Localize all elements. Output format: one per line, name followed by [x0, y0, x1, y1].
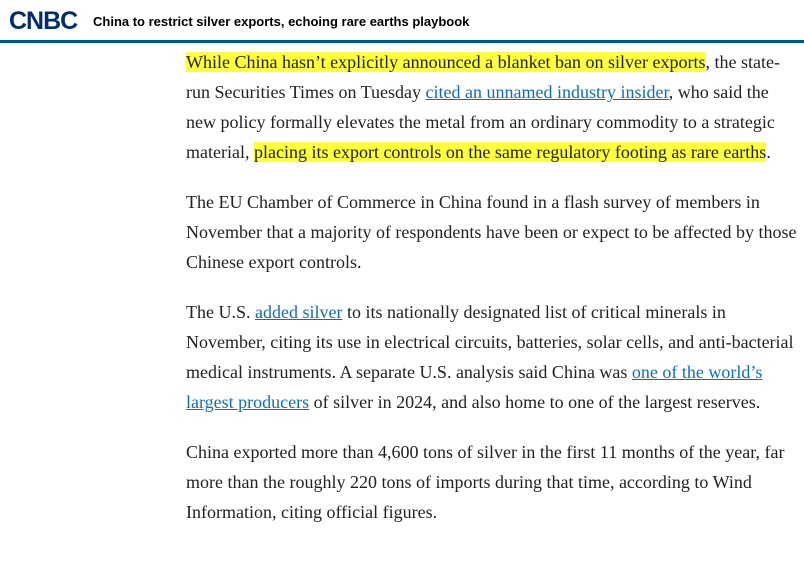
article-body: While China hasn’t explicitly announced … [186, 47, 798, 547]
paragraph-text: , the state-run Securities Times on Tues… [186, 52, 781, 102]
link-industry-insider[interactable]: cited an unnamed industry insider [425, 82, 669, 102]
paragraph-4: China exported more than 4,600 tons of s… [186, 437, 798, 527]
paragraph-text: , who said the new policy formally eleva… [186, 82, 775, 162]
paragraph-2: The EU Chamber of Commerce in China foun… [186, 187, 798, 277]
paragraph-text: of silver in 2024, and also home to one … [309, 392, 761, 412]
link-added-silver[interactable]: added silver [255, 302, 343, 322]
paragraph-text: The EU Chamber of Commerce in China foun… [186, 192, 797, 272]
paragraph-text: to its nationally designated list of cri… [186, 302, 794, 382]
highlighted-text: While China hasn’t explicitly announced … [186, 52, 706, 72]
highlighted-text: placing its export controls on the same … [253, 142, 767, 162]
paragraph-text: . [766, 142, 771, 162]
article-headline: China to restrict silver exports, echoin… [93, 14, 470, 29]
cnbc-logo[interactable]: CNBC [9, 7, 78, 35]
paragraph-text: The U.S. [186, 302, 255, 322]
link-largest-producers[interactable]: one of the world’s largest producers [186, 362, 763, 412]
paragraph-3: The U.S. added silver to its nationally … [186, 297, 798, 417]
paragraph-text: China exported more than 4,600 tons of s… [186, 442, 785, 522]
site-header: CNBC China to restrict silver exports, e… [0, 0, 804, 43]
paragraph-1: While China hasn’t explicitly announced … [186, 47, 798, 167]
